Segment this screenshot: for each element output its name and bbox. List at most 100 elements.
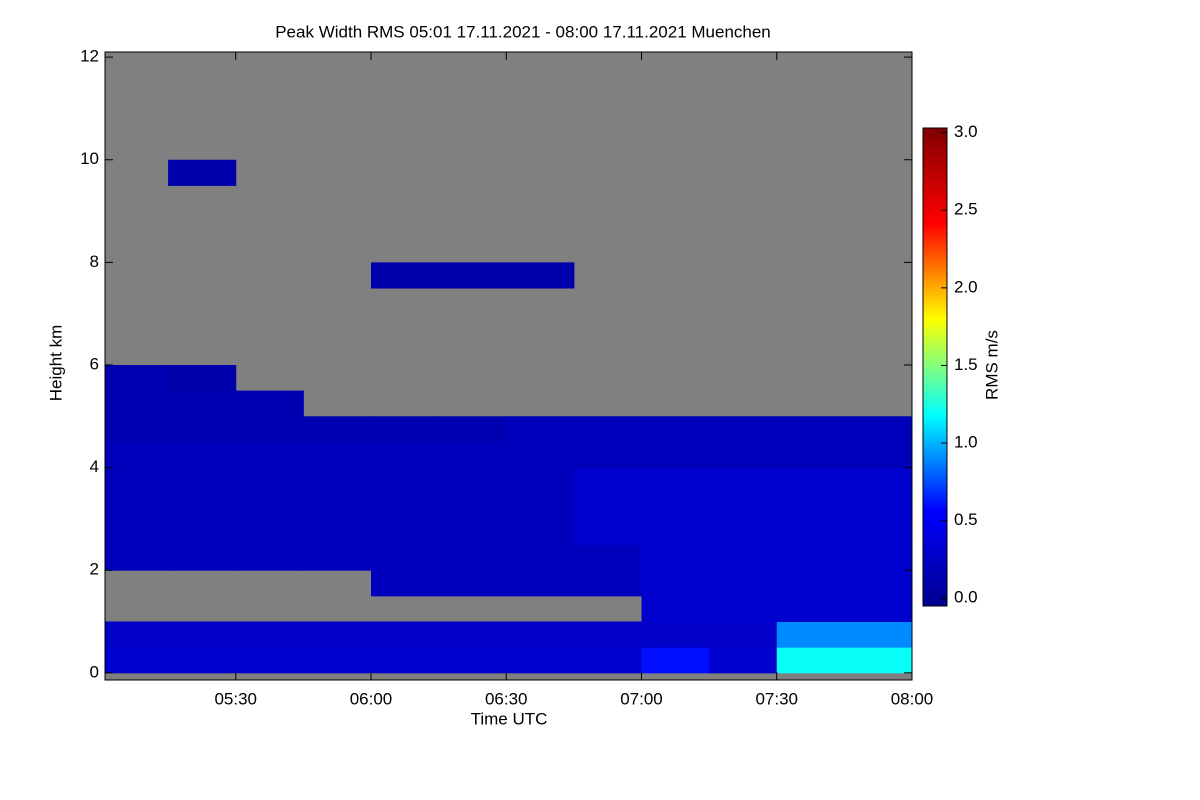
heatmap-cell [844,441,912,469]
x-tick-label: 07:30 [755,689,798,708]
heatmap-cell [573,441,642,469]
heatmap-cell [573,493,642,520]
heatmap-cell [709,647,778,674]
heatmap-cell [573,570,642,597]
heatmap-cell [438,416,507,443]
y-tick-label: 10 [80,149,99,168]
heatmap-cell [235,441,304,469]
heatmap-cell [168,441,237,469]
heatmap-cell [776,570,845,597]
heatmap-cell [506,518,575,546]
heatmap-cell [709,544,778,571]
heatmap-cell [168,493,237,520]
colorbar-tick-label: 1.5 [954,355,978,374]
heatmap-cell [105,467,169,494]
heatmap-cell [235,544,304,571]
x-tick-label: 08:00 [891,689,934,708]
heatmap-cell [303,416,372,443]
colorbar-tick-label: 3.0 [954,122,978,141]
heatmap-cell [709,621,778,648]
heatmap-cell [573,467,642,494]
heatmap [105,52,912,680]
heatmap-cell [235,416,304,443]
heatmap-cell [168,467,237,494]
heatmap-cell [709,493,778,520]
heatmap-cell [641,621,710,648]
heatmap-cell [709,467,778,494]
colorbar [922,127,948,607]
heatmap-cell [641,518,710,546]
heatmap-cell [438,518,507,546]
colorbar-tick-label: 0.5 [954,510,978,529]
x-axis-label: Time UTC [471,709,548,728]
heatmap-cell [776,416,845,443]
heatmap-cell [303,518,372,546]
heatmap-cell [438,647,507,674]
heatmap-cell [844,518,912,546]
heatmap-cell [573,621,642,648]
heatmap-cell [303,621,372,648]
heatmap-cell [370,416,440,443]
x-tick-label: 06:00 [350,689,393,708]
heatmap-cell [641,544,710,571]
y-tick-label: 8 [90,252,99,271]
heatmap-cell [370,493,440,520]
heatmap-cell [168,544,237,571]
heatmap-cell [370,262,440,289]
heatmap-cell [844,544,912,571]
heatmap-cell [370,518,440,546]
chart-title: Peak Width RMS 05:01 17.11.2021 - 08:00 … [275,22,771,41]
heatmap-cell [105,518,169,546]
heatmap-cell [776,621,845,648]
heatmap-cell [641,570,710,597]
heatmap-cell [844,647,912,674]
heatmap-cell [776,544,845,571]
heatmap-cell [709,416,778,443]
colorbar-tick-label: 2.5 [954,200,978,219]
heatmap-cell [105,621,169,648]
heatmap-cell [506,416,575,443]
heatmap-cell [168,364,237,392]
heatmap-cell [709,595,778,623]
y-tick-label: 4 [90,457,99,476]
heatmap-cell [105,493,169,520]
x-tick-label: 05:30 [214,689,257,708]
y-tick-label: 2 [90,560,99,579]
heatmap-cell [506,647,575,674]
heatmap-cell [641,416,710,443]
y-tick-label: 6 [90,354,99,373]
heatmap-cell [438,570,507,597]
heatmap-cell [168,159,237,186]
heatmap-cell [168,518,237,546]
heatmap-cell [370,467,440,494]
heatmap-cell [844,621,912,648]
heatmap-cell [105,647,169,674]
heatmap-cell [370,621,440,648]
heatmap-cell [641,595,710,623]
heatmap-cell [168,416,237,443]
heatmap-cell [438,621,507,648]
colorbar-tick-label: 0.0 [954,588,978,607]
heatmap-cell [709,570,778,597]
heatmap-cell [303,544,372,571]
heatmap-cell [168,390,237,417]
heatmap-cell [506,441,575,469]
heatmap-cell [573,647,642,674]
x-tick-label: 07:00 [620,689,663,708]
heatmap-cell [438,441,507,469]
heatmap-cell [303,647,372,674]
x-tick-label: 06:30 [485,689,528,708]
heatmap-cell [235,390,304,417]
heatmap-cell [438,262,507,289]
heatmap-cell [506,262,575,289]
heatmap-cell [641,441,710,469]
heatmap-cell [573,518,642,546]
heatmap-cell [709,518,778,546]
y-axis-label: Height km [46,325,65,402]
y-tick-label: 12 [80,47,99,66]
heatmap-cell [506,467,575,494]
heatmap-cell [776,493,845,520]
heatmap-cell [776,518,845,546]
colorbar-tick-label: 2.0 [954,277,978,296]
